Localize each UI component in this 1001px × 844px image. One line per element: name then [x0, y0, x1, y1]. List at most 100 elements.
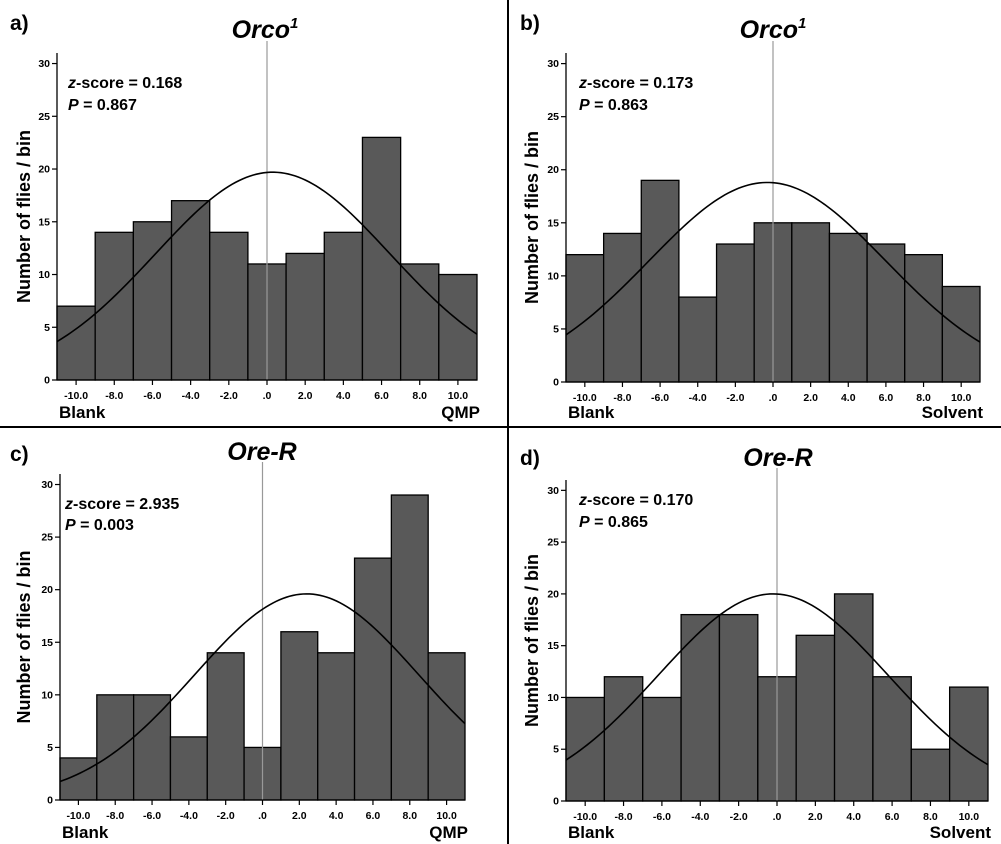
chart-title: Ore-R [227, 438, 296, 466]
x-tick-label: -4.0 [180, 810, 198, 822]
p-value-annotation: P = 0.865 [579, 514, 648, 531]
p-value: = 0.865 [590, 514, 648, 531]
zscore-symbol: z [67, 75, 76, 92]
zscore-symbol: z [578, 492, 587, 509]
histogram-bar [96, 694, 135, 801]
histogram-bar [565, 696, 606, 802]
p-value-annotation: P = 0.867 [68, 97, 137, 114]
histogram-bar [828, 232, 868, 383]
panel-label: d) [520, 447, 540, 470]
x-tick-label: 2.0 [808, 811, 823, 823]
x-tick-label: -10.0 [64, 390, 88, 402]
zscore-value: -score = 2.935 [73, 496, 179, 513]
histogram-bar [323, 231, 364, 381]
histogram-bar [399, 263, 440, 381]
p-value: = 0.867 [79, 97, 137, 114]
chart-title-superscript: 1 [798, 15, 806, 32]
histogram-bar [866, 243, 906, 383]
y-tick-label: 10 [38, 269, 50, 281]
x-tick-label: -6.0 [143, 810, 161, 822]
normal-distribution-curve [59, 593, 466, 783]
y-tick-label: 20 [41, 584, 53, 596]
x-tick-label: 10.0 [951, 392, 972, 404]
p-symbol: P [68, 97, 79, 114]
histogram-bar [910, 748, 951, 802]
x-label-right: Solvent [930, 823, 992, 842]
chart-title: Orco1 [740, 15, 807, 44]
x-tick-label: 8.0 [923, 811, 938, 823]
x-tick-label: 4.0 [336, 390, 351, 402]
normal-distribution-curve [56, 171, 478, 343]
y-tick-label: 15 [547, 640, 559, 652]
panel-c: c) Ore-R 0 5 10 15 20 25 30 -10.0 -8.0 -6.0 -4.0 -2.0… [10, 438, 468, 842]
normal-distribution-curve [565, 593, 989, 766]
histogram-bar [280, 631, 319, 801]
y-tick-label: 0 [44, 375, 50, 387]
histogram-bar [94, 231, 135, 381]
histogram-bar [132, 694, 172, 801]
normal-distribution-curve [565, 181, 981, 343]
p-symbol: P [65, 517, 76, 534]
histogram-bar [791, 222, 831, 383]
x-tick-label: .0 [263, 390, 272, 402]
x-tick-label: -2.0 [726, 392, 744, 404]
histogram-bar [642, 696, 682, 802]
histogram-bar [317, 652, 356, 801]
x-label-left: Blank [568, 403, 615, 422]
x-tick-label: -6.0 [653, 811, 671, 823]
p-value-annotation: P = 0.863 [579, 97, 648, 114]
x-label-left: Blank [568, 823, 615, 842]
x-tick-label: 6.0 [374, 390, 389, 402]
histogram-bar [565, 253, 605, 383]
y-tick-label: 30 [38, 58, 50, 70]
histogram-bar [680, 613, 721, 802]
y-tick-label: 10 [547, 270, 559, 282]
histogram-bar [602, 232, 642, 383]
histogram-bar [438, 273, 478, 381]
histogram-bar [206, 652, 245, 801]
histogram-bar [678, 296, 718, 383]
panel-label: c) [10, 443, 29, 466]
y-tick-label: 30 [547, 485, 559, 497]
p-value: = 0.863 [590, 97, 648, 114]
zscore-value: -score = 0.173 [587, 75, 693, 92]
y-tick-label: 10 [41, 689, 53, 701]
x-tick-label: -2.0 [220, 390, 238, 402]
x-tick-label: 2.0 [292, 810, 307, 822]
x-tick-label: 4.0 [846, 811, 861, 823]
zscore-annotation: z-score = 0.173 [578, 75, 693, 92]
y-tick-label: 15 [38, 216, 50, 228]
x-tick-label: -8.0 [614, 811, 632, 823]
zscore-symbol: z [64, 496, 73, 513]
x-tick-label: -2.0 [730, 811, 748, 823]
chart-title-text: Orco [232, 16, 290, 44]
histogram-bar [209, 231, 249, 381]
p-symbol: P [579, 514, 590, 531]
histogram-bar [353, 557, 393, 801]
p-value-annotation: P = 0.003 [65, 517, 134, 534]
histogram-bar [285, 252, 325, 381]
y-tick-label: 0 [47, 795, 53, 807]
x-tick-label: .0 [769, 392, 778, 404]
histogram-bar [795, 634, 836, 802]
y-tick-label: 25 [547, 111, 559, 123]
x-label-right: Solvent [922, 403, 984, 422]
y-tick-label: 5 [44, 322, 50, 334]
chart-title-text: Ore-R [743, 444, 812, 472]
x-tick-label: -4.0 [691, 811, 709, 823]
x-tick-label: 6.0 [879, 392, 894, 404]
y-axis-title: Number of flies / bin [522, 131, 542, 304]
x-tick-label: 6.0 [366, 810, 381, 822]
histogram-bar [941, 285, 981, 383]
x-tick-label: -6.0 [143, 390, 161, 402]
chart-title-text: Orco [740, 16, 798, 44]
y-tick-label: 15 [547, 217, 559, 229]
x-tick-label: 2.0 [803, 392, 818, 404]
p-value: = 0.003 [76, 517, 134, 534]
zscore-value: -score = 0.170 [587, 492, 693, 509]
histogram-bar [640, 179, 680, 383]
x-tick-label: 10.0 [959, 811, 980, 823]
